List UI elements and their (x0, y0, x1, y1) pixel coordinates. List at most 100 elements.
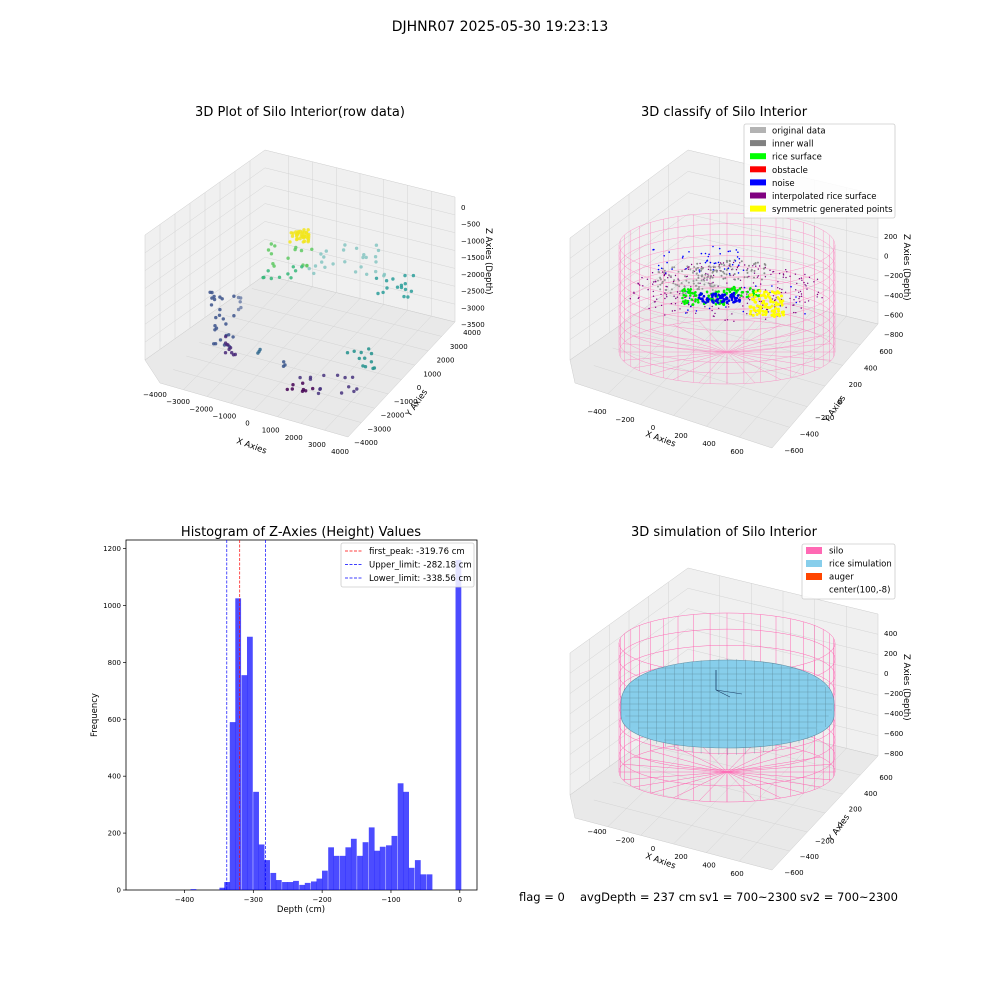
histogram-legend-label-2: Lower_limit: -338.56 cm (369, 574, 471, 584)
histogram-bar-34 (408, 867, 415, 890)
plot2-point-676 (752, 306, 756, 310)
plot1-point-112 (232, 314, 236, 318)
plot2-point-9 (746, 293, 748, 295)
plot2-point-93 (641, 276, 643, 279)
plot2-legend-label-1: inner wall (772, 140, 813, 150)
plot2-point-372 (746, 276, 749, 279)
plot2-points (629, 245, 823, 322)
histogram-legend-label-1: Upper_limit: -282.18 cm (369, 561, 472, 571)
plot2-point-177 (664, 314, 666, 316)
plot2-point-445 (719, 253, 721, 255)
plot2-point-401 (763, 263, 766, 265)
histogram-bar-20 (328, 847, 334, 890)
plot2-point-440 (736, 256, 739, 258)
plot2-zlabel: Z Axies (Depth) (901, 234, 911, 301)
plot1-point-109 (212, 297, 217, 302)
plot1-point-8 (302, 228, 306, 232)
plot2-ytick-0: −600 (784, 447, 803, 455)
plot2-point-502 (694, 294, 697, 297)
histogram-bar-33 (403, 791, 409, 890)
plot1-point-120 (212, 294, 216, 299)
plot1-point-102 (411, 273, 416, 278)
plot1-point-166 (343, 375, 347, 380)
plot1-point-47 (272, 264, 276, 268)
plot1-point-183 (239, 305, 243, 310)
plot2-point-667 (705, 297, 709, 300)
plot2-ztick-0: 200 (884, 233, 897, 241)
plot2-point-47 (753, 272, 756, 274)
plot2-point-323 (658, 271, 661, 274)
plot4-xlabel: X Axies (644, 851, 677, 871)
plot2-point-287 (689, 268, 692, 271)
plot2-point-668 (727, 299, 731, 302)
plot2-point-75 (800, 307, 802, 309)
plot1-point-103 (403, 287, 408, 292)
plot2-point-550 (722, 303, 725, 306)
plot2-point-722 (757, 297, 761, 301)
plot2-point-547 (687, 291, 691, 295)
plot2-point-117 (654, 301, 656, 303)
plot2-point-448 (713, 262, 716, 265)
plot4-silo-floor-1 (726, 771, 832, 781)
plot1-point-37 (302, 230, 306, 235)
plot2-point-29 (648, 307, 650, 310)
plot1-point-84 (353, 270, 358, 274)
histogram-legend: first_peak: -319.76 cm Upper_limit: -282.… (340, 542, 475, 588)
plot1-point-138 (225, 343, 229, 347)
plot1-ztick-0: 0 (461, 204, 465, 212)
plot2-point-110 (744, 264, 746, 266)
plot2-point-387 (728, 274, 731, 277)
plot1-point-127 (213, 342, 218, 346)
footer-avg-depth: avgDepth = 237 cm (580, 890, 696, 904)
plot2-point-140 (736, 266, 739, 269)
plot2-point-133 (795, 289, 797, 291)
plot1-point-56 (300, 265, 304, 269)
plot2-point-395 (728, 260, 731, 262)
plot1-point-119 (213, 324, 217, 328)
plot2-point-213 (668, 274, 670, 276)
plot2-point-706 (758, 289, 762, 293)
plot2-point-381 (756, 261, 759, 264)
plot2-point-539 (688, 294, 692, 297)
plot2-point-282 (678, 279, 680, 282)
plot2-point-68 (782, 274, 785, 276)
plot2-point-311 (700, 279, 703, 282)
plot1-point-135 (228, 346, 233, 350)
plot2-point-79 (667, 277, 669, 279)
plot2-point-411 (714, 262, 717, 264)
plot2-classify-3d: 3D classify of Silo Interior −400−200020… (569, 105, 911, 456)
plot2-point-679 (749, 309, 753, 313)
plot4-ztick-5: −600 (884, 730, 903, 738)
plot2-point-730 (780, 301, 784, 305)
plot4-auger-arm-2 (715, 689, 731, 698)
plot2-point-25 (742, 296, 744, 298)
histogram-legend-label-0: first_peak: -319.76 cm (369, 547, 465, 557)
plot2-point-241 (664, 292, 666, 294)
plot2-point-142 (816, 278, 819, 280)
plot2-legend-swatch-1 (750, 140, 766, 147)
plot1-point-49 (305, 264, 309, 268)
plot1-point-82 (319, 252, 323, 256)
plot1-ytick-1: 3000 (450, 343, 468, 351)
histogram-bar-37 (426, 874, 433, 890)
plot2-silo-floor-21 (726, 329, 804, 353)
plot2-silo-floor-17 (698, 320, 728, 353)
plot2-point-760 (758, 306, 762, 310)
plot2-point-456 (687, 309, 689, 311)
plot1-point-77 (322, 255, 326, 259)
plot4-ztick-6: −800 (884, 750, 903, 758)
plot1-zlabel: Z Axies (Depth) (483, 228, 493, 295)
plot2-point-60 (711, 305, 713, 308)
histogram-ylabel: Frequency (90, 693, 100, 737)
plot2-point-366 (745, 269, 748, 272)
plot2-point-764 (777, 302, 780, 306)
plot2-point-358 (696, 262, 699, 265)
plot2-point-104 (781, 288, 783, 291)
plot2-point-248 (757, 275, 760, 277)
plot2-silo-floor-3 (726, 351, 804, 375)
plot1-point-75 (323, 265, 327, 269)
plot2-point-280 (710, 282, 713, 285)
plot2-point-389 (703, 277, 706, 280)
plot1-point-38 (300, 232, 304, 236)
plot2-point-56 (642, 285, 644, 287)
